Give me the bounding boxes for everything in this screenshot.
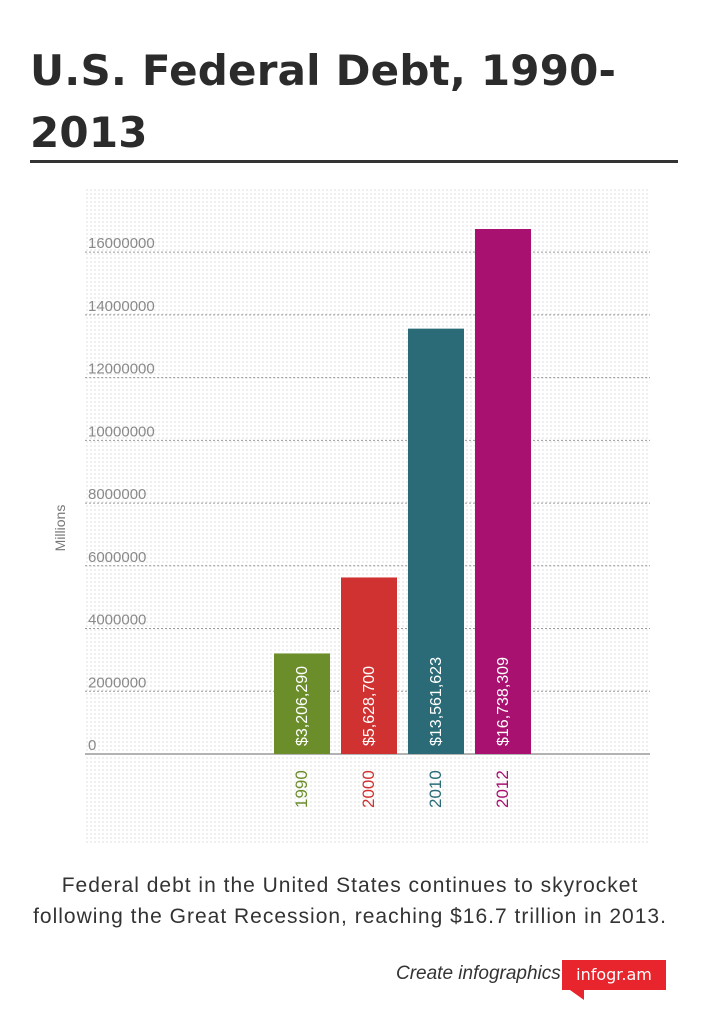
y-tick-label: 16000000 — [88, 235, 155, 252]
y-tick-label: 0 — [88, 737, 96, 754]
bar-data-label: $13,561,623 — [428, 657, 445, 746]
bar-data-label: $3,206,290 — [294, 666, 311, 746]
create-infographics-text[interactable]: Create infographics — [396, 963, 561, 984]
y-tick-label: 14000000 — [88, 298, 155, 315]
x-tick-label: 2012 — [493, 770, 512, 808]
y-tick-label: 10000000 — [88, 423, 155, 440]
title-divider — [30, 160, 678, 163]
bar-2010 — [408, 328, 464, 754]
y-tick-label: 4000000 — [88, 612, 146, 629]
bar-1990 — [274, 653, 330, 754]
y-tick-label: 2000000 — [88, 674, 146, 691]
x-tick-label: 2010 — [426, 770, 445, 808]
chart-caption: Federal debt in the United States contin… — [33, 874, 667, 928]
x-tick-label: 1990 — [292, 770, 311, 808]
infogram-logo[interactable]: infogr.am — [562, 960, 666, 990]
bar-2000 — [341, 577, 397, 754]
x-tick-label: 2000 — [359, 770, 378, 808]
y-tick-label: 12000000 — [88, 361, 155, 378]
bar-data-label: $16,738,309 — [495, 657, 512, 746]
y-axis-label: Millions — [52, 504, 68, 552]
bar-2012 — [475, 229, 531, 754]
chart-title: U.S. Federal Debt, 1990-2013 — [30, 46, 617, 157]
logo-tail — [570, 990, 584, 1000]
y-tick-label: 8000000 — [88, 486, 146, 503]
bar-data-label: $5,628,700 — [361, 666, 378, 746]
y-tick-label: 6000000 — [88, 549, 146, 566]
